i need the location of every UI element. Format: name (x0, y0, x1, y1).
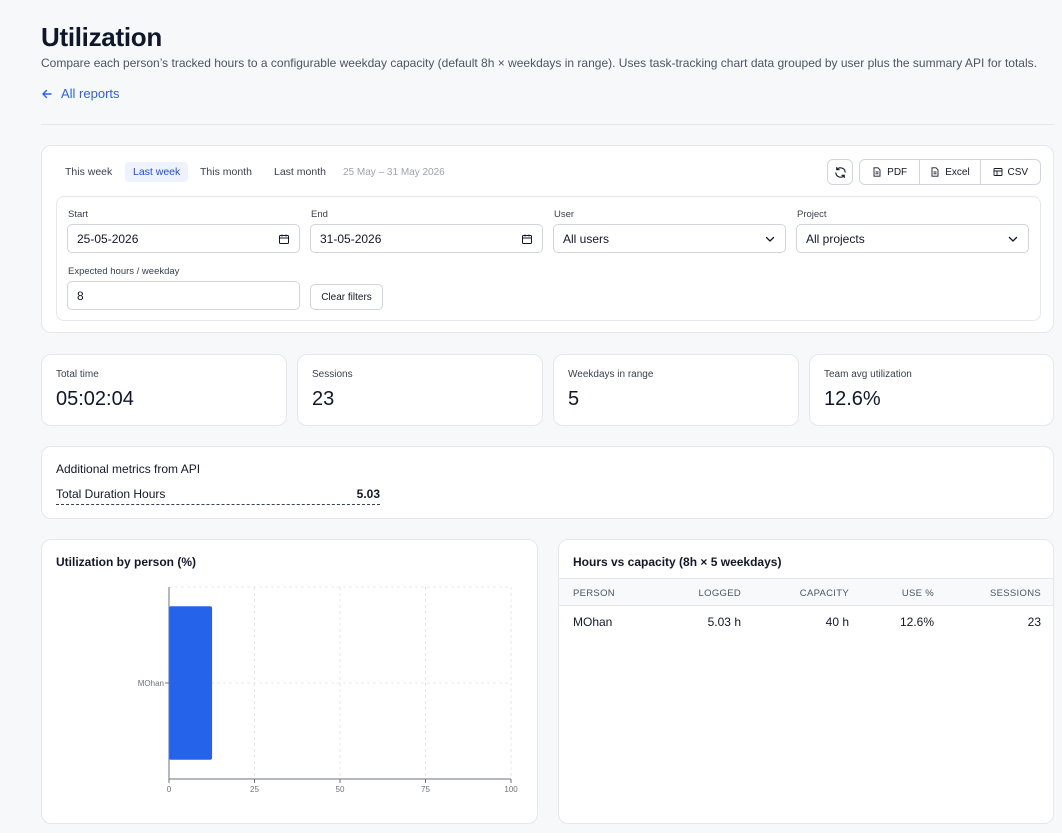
filter-fields-panel: Start 25-05-2026 End 31-05-2026 User All… (56, 196, 1041, 321)
range-this-week[interactable]: This week (65, 166, 113, 178)
refresh-button[interactable] (827, 159, 853, 185)
stat-card-sessions: Sessions 23 (297, 354, 543, 426)
export-excel-button[interactable]: Excel (920, 160, 981, 184)
table-icon (993, 168, 1002, 176)
table-title: Hours vs capacity (8h × 5 weekdays) (573, 555, 782, 569)
chart-title: Utilization by person (%) (56, 555, 197, 569)
filters-card: This week Last week This month Last mont… (41, 145, 1054, 333)
column-header-use: USE % (901, 587, 934, 599)
stat-value: 5 (568, 388, 580, 410)
stat-card-total-time: Total time 05:02:04 (41, 354, 287, 426)
expected-hours-value: 8 (77, 288, 84, 303)
export-csv-label: CSV (1007, 166, 1029, 178)
cell-logged: 5.03 h (707, 615, 741, 629)
column-header-logged: LOGGED (698, 587, 741, 599)
stat-label: Sessions (312, 369, 353, 380)
expected-hours-label: Expected hours / weekday (68, 266, 180, 277)
header-divider (41, 124, 1054, 125)
additional-metrics-card: Additional metrics from API Total Durati… (41, 446, 1054, 519)
range-this-month[interactable]: This month (200, 166, 252, 178)
cell-sessions: 23 (1027, 615, 1041, 629)
user-label: User (554, 209, 575, 220)
calendar-icon[interactable] (278, 233, 290, 245)
metric-row: Total Duration Hours 5.03 (56, 484, 380, 505)
x-tick-label: 75 (421, 785, 430, 794)
project-label: Project (797, 209, 827, 220)
table-header: PERSON LOGGED CAPACITY USE % SESSIONS (559, 578, 1053, 606)
x-tick-label: 0 (167, 785, 172, 794)
back-to-reports-link[interactable]: All reports (41, 86, 120, 101)
column-header-capacity: CAPACITY (799, 587, 849, 599)
utilization-chart-card: Utilization by person (%) MOhan 0 25 50 75 10… (41, 539, 538, 824)
date-range-label: 25 May – 31 May 2026 (343, 166, 445, 178)
end-date-input[interactable]: 31-05-2026 (310, 224, 543, 253)
metric-value: 5.03 (356, 487, 380, 501)
project-select-value: All projects (806, 231, 865, 246)
y-tick-label: MOhan (138, 679, 164, 688)
stat-label: Weekdays in range (568, 369, 654, 380)
user-select-value: All users (563, 231, 610, 246)
back-link-label: All reports (61, 86, 120, 101)
cell-capacity: 40 h (825, 615, 849, 629)
refresh-icon (834, 166, 846, 178)
chevron-down-icon (1008, 236, 1018, 242)
start-date-input[interactable]: 25-05-2026 (67, 224, 300, 253)
metric-label: Total Duration Hours (56, 487, 166, 501)
cell-person: MOhan (573, 615, 613, 629)
x-tick-label: 25 (250, 785, 259, 794)
export-buttons: PDF Excel CSV (859, 159, 1041, 185)
arrow-left-icon (42, 89, 52, 98)
column-header-person: PERSON (573, 587, 615, 599)
clear-filters-button[interactable]: Clear filters (310, 284, 383, 310)
calendar-icon[interactable] (521, 233, 533, 245)
x-tick-label: 100 (504, 785, 518, 794)
range-last-month[interactable]: Last month (274, 166, 326, 178)
export-csv-button[interactable]: CSV (981, 160, 1040, 184)
stat-card-avg-utilization: Team avg utilization 12.6% (809, 354, 1054, 426)
user-select[interactable]: All users (553, 224, 786, 253)
export-pdf-label: PDF (887, 166, 908, 178)
stat-card-weekdays: Weekdays in range 5 (553, 354, 799, 426)
utilization-bar-chart: MOhan 0 25 50 75 100 (138, 586, 518, 794)
expected-hours-input[interactable]: 8 (67, 281, 300, 310)
chevron-down-icon (765, 236, 775, 242)
hours-capacity-card: Hours vs capacity (8h × 5 weekdays) PERS… (558, 539, 1054, 824)
range-last-week[interactable]: Last week (125, 162, 189, 182)
column-header-sessions: SESSIONS (990, 587, 1041, 599)
stat-value: 12.6% (824, 388, 881, 410)
x-tick-label: 50 (336, 785, 345, 794)
end-label: End (311, 209, 328, 220)
bar-mohan (169, 606, 213, 760)
project-select[interactable]: All projects (796, 224, 1029, 253)
metrics-title: Additional metrics from API (56, 462, 201, 476)
file-icon (873, 167, 881, 177)
file-icon (931, 167, 939, 177)
start-date-value: 25-05-2026 (77, 231, 139, 246)
start-label: Start (68, 209, 89, 220)
export-pdf-button[interactable]: PDF (860, 160, 921, 184)
stat-value: 05:02:04 (56, 388, 134, 410)
page-description: Compare each person’s tracked hours to a… (41, 56, 1037, 70)
stat-label: Team avg utilization (824, 369, 912, 380)
end-date-value: 31-05-2026 (320, 231, 382, 246)
stat-label: Total time (56, 369, 99, 380)
cell-use: 12.6% (899, 615, 934, 629)
stat-value: 23 (312, 388, 335, 410)
page-title: Utilization (41, 22, 162, 52)
export-excel-label: Excel (945, 166, 970, 178)
